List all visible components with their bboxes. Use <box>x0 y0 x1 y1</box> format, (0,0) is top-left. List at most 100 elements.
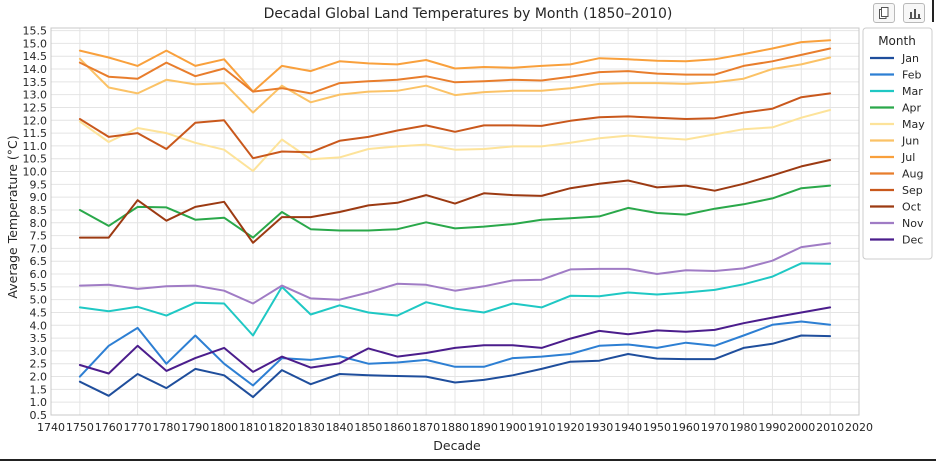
x-tick-label: 1830 <box>297 421 325 434</box>
legend-label-may: May <box>902 118 925 131</box>
y-tick-label: 3.0 <box>30 345 48 358</box>
legend-label-nov: Nov <box>902 217 924 230</box>
y-axis-ticks: 0.51.01.52.02.53.03.54.04.55.05.56.06.57… <box>23 25 48 422</box>
x-axis-ticks: 1740 1750 1760 1770 1780 1790 1800 1810 1820 1830… <box>37 421 873 434</box>
legend-label-jan: Jan <box>901 52 919 65</box>
legend-label-jun: Jun <box>901 135 919 148</box>
series-line-sep <box>78 92 832 160</box>
y-tick-label: 6.5 <box>30 255 48 268</box>
series-line-mar <box>78 262 832 337</box>
legend-box <box>862 27 933 260</box>
copy-button[interactable] <box>873 3 895 23</box>
series-line-apr <box>78 184 832 239</box>
series-line-feb <box>78 320 832 387</box>
y-tick-label: 8.0 <box>30 217 48 230</box>
x-tick-label: 1980 <box>730 421 758 434</box>
y-tick-label: 4.0 <box>30 319 48 332</box>
series-line-nov <box>78 242 832 305</box>
x-tick-label: 2000 <box>787 421 815 434</box>
y-tick-label: 5.0 <box>30 294 48 307</box>
y-tick-label: 12.5 <box>23 101 48 114</box>
plot-frame <box>50 27 860 416</box>
y-tick-label: 11.5 <box>23 127 48 140</box>
x-tick-label: 1880 <box>441 421 469 434</box>
x-tick-label: 1890 <box>470 421 498 434</box>
right-border <box>932 0 934 22</box>
y-tick-label: 9.0 <box>30 191 48 204</box>
x-tick-label: 1990 <box>758 421 786 434</box>
y-tick-label: 7.5 <box>30 230 48 243</box>
y-tick-label: 6.0 <box>30 268 48 281</box>
bottom-border <box>0 459 936 461</box>
x-tick-label: 1960 <box>672 421 700 434</box>
x-tick-label: 1940 <box>614 421 642 434</box>
y-tick-label: 13.5 <box>23 76 48 89</box>
legend-label-dec: Dec <box>902 234 923 247</box>
legend-label-apr: Apr <box>902 102 922 115</box>
legend-label-jul: Jul <box>901 151 915 164</box>
x-tick-label: 1790 <box>181 421 209 434</box>
y-tick-label: 5.5 <box>30 281 48 294</box>
legend-label-oct: Oct <box>902 201 922 214</box>
x-tick-label: 2010 <box>816 421 844 434</box>
x-tick-label: 1760 <box>95 421 123 434</box>
y-tick-label: 14.5 <box>23 50 48 63</box>
legend-label-feb: Feb <box>902 69 921 82</box>
legend-label-mar: Mar <box>902 85 923 98</box>
x-tick-label: 1870 <box>412 421 440 434</box>
bar-chart-icon <box>909 9 921 19</box>
series-line-jan <box>78 334 832 399</box>
y-tick-label: 13.0 <box>23 89 48 102</box>
legend-title: Month <box>878 34 916 48</box>
x-tick-label: 1950 <box>643 421 671 434</box>
x-tick-label: 1750 <box>66 421 94 434</box>
y-tick-label: 10.0 <box>23 166 48 179</box>
copy-icon <box>879 7 889 19</box>
y-tick-label: 9.5 <box>30 178 48 191</box>
y-tick-label: 3.5 <box>30 332 48 345</box>
x-tick-label: 1930 <box>585 421 613 434</box>
x-tick-label: 2020 <box>845 421 873 434</box>
x-tick-label: 1900 <box>499 421 527 434</box>
y-tick-label: 11.0 <box>23 140 48 153</box>
y-tick-label: 2.5 <box>30 358 48 371</box>
y-tick-label: 14.0 <box>23 63 48 76</box>
series-line-may <box>78 109 832 172</box>
y-tick-label: 1.0 <box>30 396 48 409</box>
y-tick-label: 10.5 <box>23 153 48 166</box>
x-axis-label: Decade <box>433 438 481 453</box>
y-tick-label: 15.0 <box>23 37 48 50</box>
x-tick-label: 1840 <box>326 421 354 434</box>
y-tick-label: 15.5 <box>23 25 48 38</box>
x-tick-label: 1970 <box>701 421 729 434</box>
y-tick-label: 1.5 <box>30 383 48 396</box>
y-tick-label: 7.0 <box>30 242 48 255</box>
x-tick-label: 1820 <box>268 421 296 434</box>
y-tick-label: 12.0 <box>23 114 48 127</box>
series-line-jul <box>78 39 832 93</box>
x-tick-label: 1920 <box>556 421 584 434</box>
y-tick-label: 4.5 <box>30 306 48 319</box>
y-tick-label: 2.0 <box>30 371 48 384</box>
series-line-aug <box>78 47 832 95</box>
x-tick-label: 1780 <box>152 421 180 434</box>
y-axis-label: Average Temperature (°C) <box>5 135 20 298</box>
legend-label-sep: Sep <box>902 184 923 197</box>
series-line-jun <box>78 56 832 114</box>
x-tick-label: 1910 <box>528 421 556 434</box>
legend-label-aug: Aug <box>902 168 923 181</box>
series-line-dec <box>78 306 832 375</box>
x-tick-label: 1800 <box>210 421 238 434</box>
x-tick-label: 1810 <box>239 421 267 434</box>
x-tick-label: 1850 <box>354 421 382 434</box>
series-line-oct <box>78 159 832 244</box>
x-tick-label: 1860 <box>383 421 411 434</box>
chart-title: Decadal Global Land Temperatures by Mont… <box>264 6 673 22</box>
y-tick-label: 8.5 <box>30 204 48 217</box>
x-tick-label: 1770 <box>124 421 152 434</box>
y-tick-label: 0.5 <box>30 409 48 422</box>
chart-view-button[interactable] <box>903 3 925 23</box>
x-tick-label: 1740 <box>37 421 65 434</box>
legend: Month Jan Feb Mar Apr May Jun Jul Aug Sep Oct Nov D… <box>862 27 933 260</box>
